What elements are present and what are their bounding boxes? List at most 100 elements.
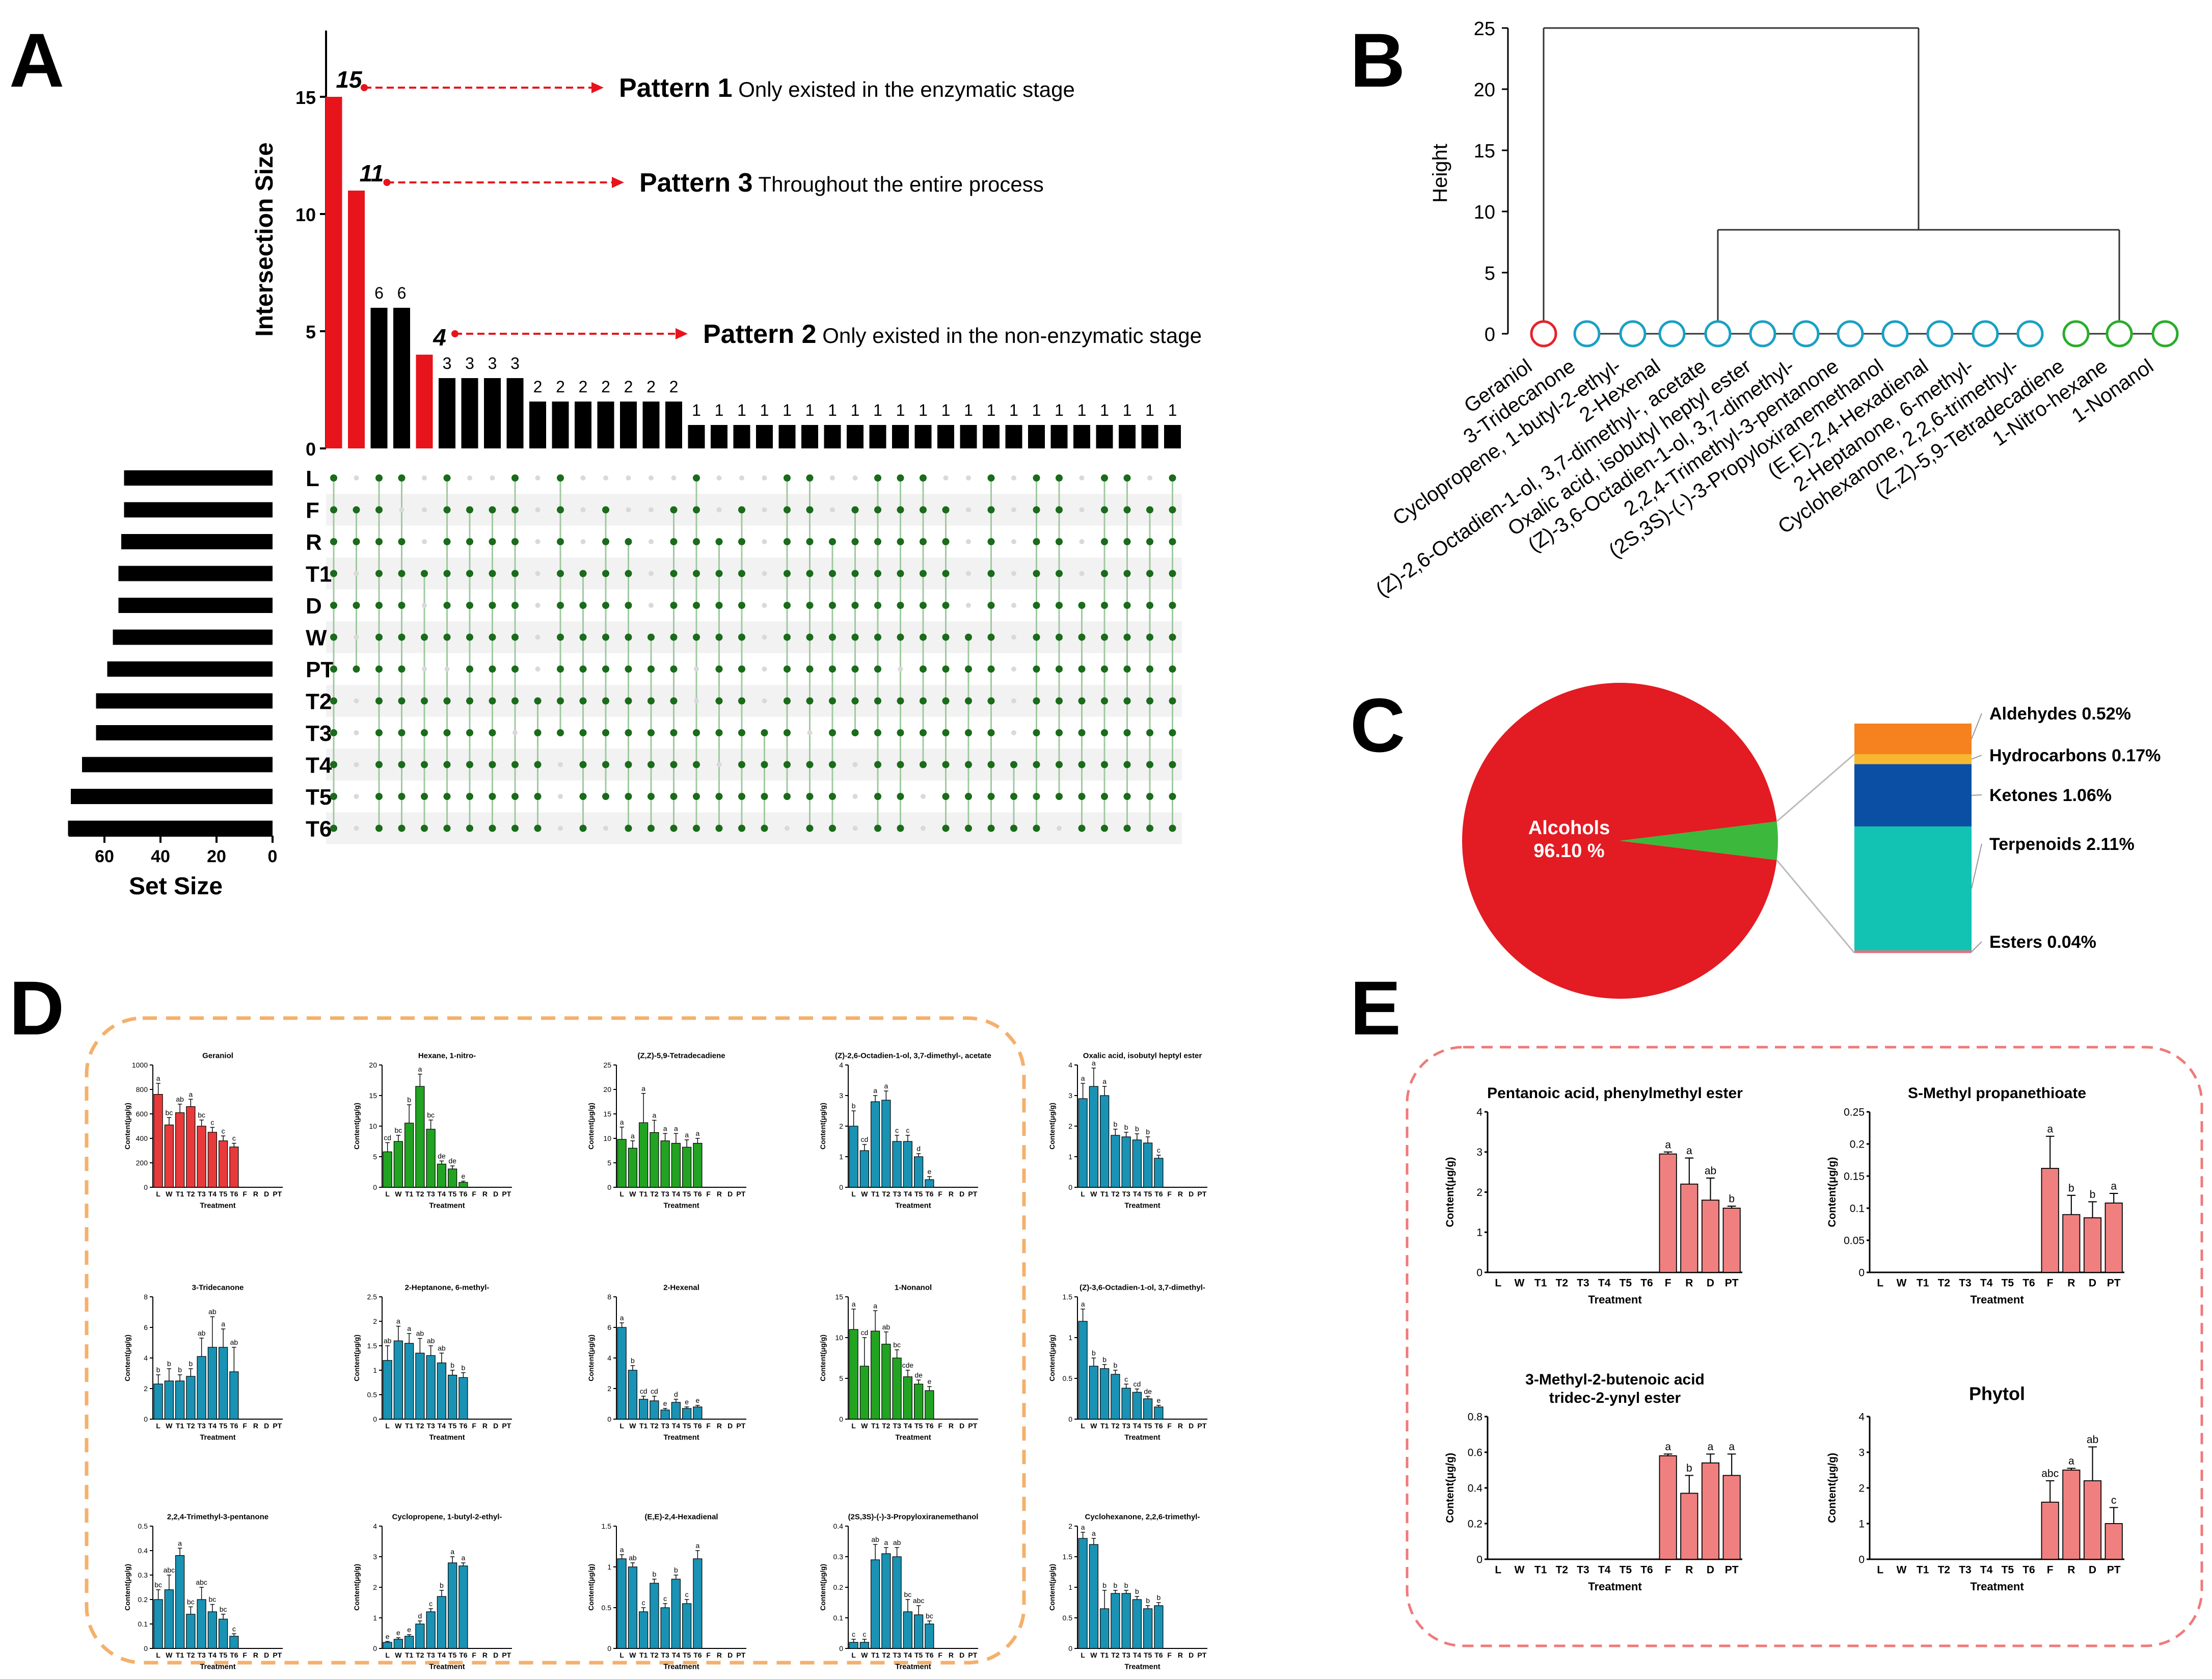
matrix-dot-filled	[874, 570, 881, 577]
matrix-dot-filled	[398, 474, 406, 482]
matrix-dot-filled	[557, 474, 564, 482]
x-tick-label: T3	[1577, 1277, 1589, 1289]
significance-letter: b	[674, 1566, 678, 1574]
x-tick-label: PT	[273, 1651, 282, 1659]
significance-letter: cd	[860, 1135, 868, 1143]
data-bar	[153, 1599, 163, 1649]
matrix-dot-filled	[648, 729, 655, 736]
matrix-dot-filled	[715, 697, 723, 705]
matrix-dot-empty	[716, 475, 722, 481]
matrix-dot-filled	[353, 538, 360, 545]
significance-letter: de	[438, 1152, 446, 1160]
data-bar	[2105, 1523, 2123, 1560]
matrix-dot-filled	[1033, 474, 1040, 482]
x-tick-label: T4	[208, 1422, 217, 1430]
x-tick-label: W	[1897, 1564, 1907, 1576]
subplot-title: 3-Tridecanone	[192, 1284, 244, 1292]
matrix-dot-filled	[1101, 506, 1108, 514]
matrix-dot-filled	[942, 633, 950, 641]
matrix-row-stripe	[326, 749, 1182, 781]
x-tick-label: T4	[672, 1422, 681, 1430]
x-tick-label: T2	[186, 1190, 195, 1198]
data-bar	[693, 1143, 703, 1188]
x-tick-label: W	[166, 1651, 173, 1659]
subplot-title: Hexane, 1-nitro-	[418, 1052, 476, 1060]
x-tick-label: T4	[438, 1651, 446, 1659]
matrix-dot-filled	[1146, 697, 1153, 705]
set-size-bar	[118, 566, 273, 581]
pattern-label: Pattern 3 Throughout the entire process	[639, 168, 1044, 198]
set-name-label: PT	[306, 657, 334, 682]
matrix-dot-filled	[715, 729, 723, 736]
matrix-dot-empty	[762, 698, 767, 704]
bar-value-label: 2	[601, 378, 610, 396]
x-tick-label: T4	[1980, 1277, 1993, 1289]
x-tick-label: F	[472, 1422, 476, 1430]
matrix-dot-filled	[1146, 602, 1153, 609]
set-size-tick-label: 40	[151, 847, 170, 866]
matrix-dot-filled	[670, 570, 678, 577]
matrix-dot-filled	[1123, 824, 1131, 832]
y-tick-label: 4	[839, 1061, 843, 1069]
data-bar	[628, 1148, 637, 1188]
data-bar	[1701, 1462, 1720, 1560]
x-axis-label: Treatment	[1970, 1580, 2024, 1593]
matrix-dot-empty	[966, 603, 971, 608]
y-axis-label: Content(μg/g)	[353, 1564, 361, 1611]
x-tick-label: T1	[176, 1190, 184, 1198]
subplot-title: 2-Hexenal	[663, 1284, 699, 1292]
set-name-label: T3	[306, 721, 332, 746]
significance-letter: ab	[893, 1538, 901, 1547]
matrix-dot-filled	[897, 793, 904, 800]
dendrogram-leaf	[1704, 320, 1732, 348]
x-tick-label: R	[482, 1651, 488, 1659]
x-tick-label: D	[264, 1190, 269, 1198]
x-tick-label: T2	[186, 1422, 195, 1430]
matrix-dot-filled	[715, 538, 723, 545]
matrix-dot-filled	[511, 665, 519, 673]
y-tick-label: 0.2	[1468, 1518, 1482, 1530]
bar-value-label: 2	[579, 378, 588, 396]
x-tick-label: T4	[438, 1422, 446, 1430]
matrix-dot-empty	[1079, 507, 1085, 513]
x-tick-label: D	[1189, 1190, 1194, 1198]
y-tick-label: 2	[1476, 1187, 1482, 1198]
panel-letter-b: B	[1350, 17, 1405, 103]
matrix-dot-empty	[422, 603, 427, 608]
matrix-dot-empty	[422, 507, 427, 513]
significance-letter: abc	[196, 1578, 207, 1586]
x-tick-label: T6	[1154, 1422, 1163, 1430]
y-tick-label: 0.15	[1844, 1170, 1865, 1182]
x-tick-label: T2	[1111, 1651, 1120, 1659]
significance-letter: b	[1092, 1349, 1096, 1357]
highlight-value-label: 11	[360, 160, 384, 186]
intersection-bar	[439, 378, 455, 448]
matrix-dot-filled	[1010, 824, 1017, 832]
significance-letter: b	[1135, 1587, 1139, 1595]
significance-letter: a	[396, 1317, 400, 1325]
x-tick-label: F	[938, 1651, 942, 1659]
y-tick-label: 0.2	[138, 1595, 148, 1604]
x-tick-label: T3	[197, 1651, 206, 1659]
matrix-dot-filled	[1033, 538, 1040, 545]
matrix-dot-filled	[466, 729, 473, 736]
intersection-bar	[348, 191, 365, 448]
data-bar	[186, 1376, 196, 1420]
intersection-bar	[642, 402, 660, 448]
x-tick-label: PT	[1725, 1564, 1739, 1576]
y-tick-label: 0	[1476, 1267, 1482, 1278]
matrix-dot-filled	[625, 633, 632, 641]
matrix-dot-filled	[851, 697, 859, 705]
data-bar	[1111, 1374, 1120, 1420]
x-tick-label: T3	[893, 1422, 901, 1430]
y-tick-label: 0	[144, 1415, 148, 1423]
data-bar	[2083, 1217, 2102, 1273]
panel-d-dashed-frame	[85, 1016, 1026, 1665]
y-tick-label: 4	[1858, 1411, 1865, 1423]
y-axis-label: Content(μg/g)	[1826, 1453, 1838, 1523]
matrix-dot-empty	[739, 475, 744, 481]
intersection-bar	[461, 378, 478, 448]
x-tick-label: L	[156, 1422, 160, 1430]
matrix-dot-filled	[670, 761, 678, 768]
matrix-dot-filled	[1056, 538, 1063, 545]
